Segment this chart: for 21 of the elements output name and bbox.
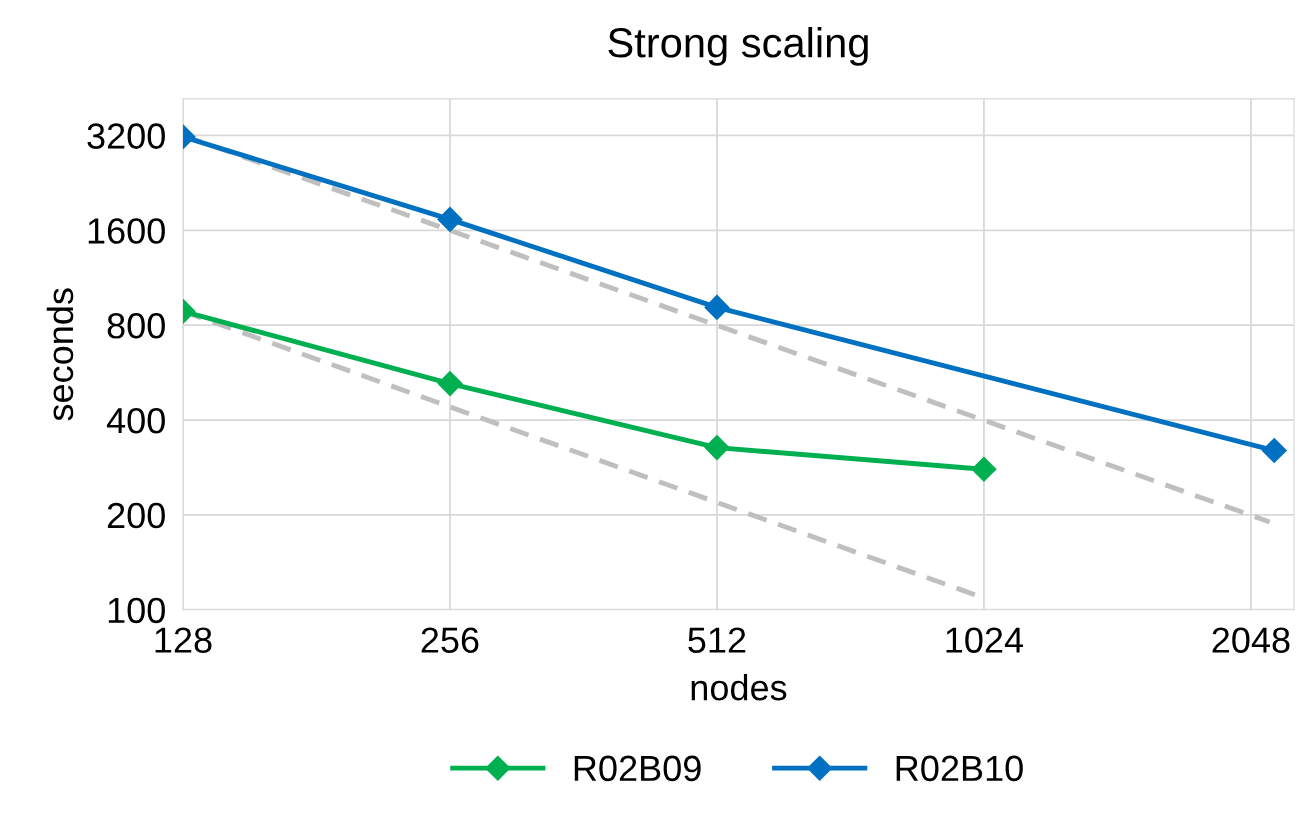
y-tick-label: 200 [107, 502, 165, 529]
point [704, 435, 730, 461]
point [704, 294, 730, 320]
chart-title: Strong scaling [608, 27, 868, 66]
y-tick-label: 100 [108, 597, 165, 624]
legend-label: R02B09 [574, 755, 701, 782]
x-tick-label: 512 [688, 627, 746, 653]
y-tick-label: 3200 [87, 123, 165, 149]
y-axis-title: seconds [46, 288, 74, 421]
legend-label: R02B10 [896, 755, 1023, 782]
x-tick-label: 128 [155, 627, 212, 653]
y-tick-label: 1600 [88, 218, 165, 244]
point [437, 371, 463, 397]
point [437, 206, 463, 232]
point [971, 456, 997, 482]
x-tick-label: 2048 [1212, 627, 1290, 653]
x-tick-label: 256 [421, 627, 479, 653]
x-axis-title: nodes [691, 673, 787, 701]
y-tick-label: 800 [107, 313, 165, 339]
x-tick-label: 1024 [946, 627, 1024, 653]
y-tick-label: 400 [106, 407, 165, 434]
